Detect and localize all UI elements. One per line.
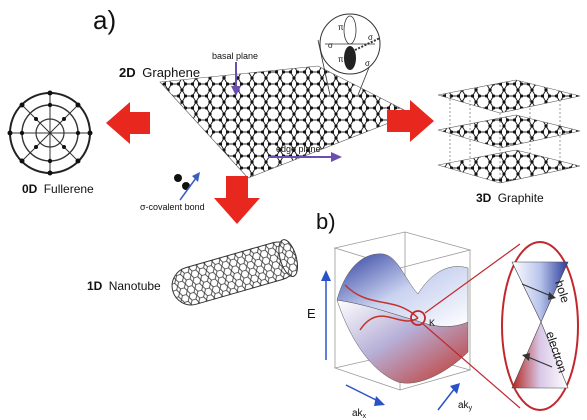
arrow-to-fullerene bbox=[106, 102, 150, 144]
energy-axis-arrow bbox=[321, 270, 331, 360]
fullerene-dim: 0D bbox=[22, 182, 38, 196]
kx-axis-arrow bbox=[345, 384, 385, 406]
basal-plane-arrow bbox=[231, 62, 241, 96]
graphene-name: Graphene bbox=[142, 65, 200, 80]
panel-b-label: b) bbox=[316, 209, 336, 234]
nanotube-dim: 1D bbox=[87, 279, 103, 293]
kx-axis-label: akx bbox=[352, 408, 367, 420]
conduction-band-surface bbox=[336, 253, 469, 327]
energy-axis-label: E bbox=[307, 306, 316, 321]
graphite-stack bbox=[437, 79, 581, 184]
edge-plane-arrow bbox=[268, 152, 342, 162]
kx-axis-subscript: x bbox=[363, 413, 367, 420]
graphite-name: Graphite bbox=[498, 191, 544, 205]
sigma-left-symbol: σ bbox=[328, 41, 333, 50]
fullerene-label: 0D Fullerene bbox=[22, 182, 94, 196]
fullerene-molecule bbox=[7, 90, 93, 176]
sigma-right-symbol: σ bbox=[368, 33, 373, 42]
dirac-crossing-lines bbox=[344, 284, 419, 331]
hole-label: hole bbox=[552, 279, 572, 305]
panel-a-label: a) bbox=[93, 5, 116, 35]
sigma-bond-label: σ-covalent bond bbox=[140, 202, 205, 212]
nanotube bbox=[171, 239, 298, 306]
graphite-label: 3D Graphite bbox=[476, 191, 544, 205]
k-point-marker bbox=[410, 243, 521, 409]
arrow-to-graphite bbox=[387, 100, 434, 142]
kx-axis-text: ak bbox=[352, 408, 364, 419]
arrow-to-nanotube bbox=[214, 176, 260, 224]
ky-axis-label: aky bbox=[458, 400, 473, 412]
graphite-dim: 3D bbox=[476, 191, 492, 205]
nanotube-label: 1D Nanotube bbox=[87, 279, 161, 293]
nanotube-name: Nanotube bbox=[109, 279, 161, 293]
ky-axis-subscript: y bbox=[469, 405, 473, 412]
sigma-bond-arrow bbox=[179, 172, 200, 201]
edge-plane-label: edge plane bbox=[276, 144, 321, 154]
graphene-label: 2D Graphene bbox=[119, 65, 200, 80]
sigma-bottom-symbol: σ bbox=[365, 59, 370, 68]
dirac-cone-inset bbox=[501, 241, 579, 411]
ky-axis-arrow bbox=[437, 383, 460, 411]
graphene-dim: 2D bbox=[119, 65, 136, 80]
ky-axis-text: ak bbox=[458, 400, 470, 411]
fullerene-name: Fullerene bbox=[44, 182, 94, 196]
basal-plane-label: basal plane bbox=[212, 51, 258, 61]
pi-bottom-symbol: π bbox=[338, 55, 344, 64]
pi-top-symbol: π bbox=[338, 23, 344, 32]
k-point-label: K bbox=[429, 318, 435, 328]
orbital-inset: π π σ σ σ bbox=[317, 13, 381, 96]
